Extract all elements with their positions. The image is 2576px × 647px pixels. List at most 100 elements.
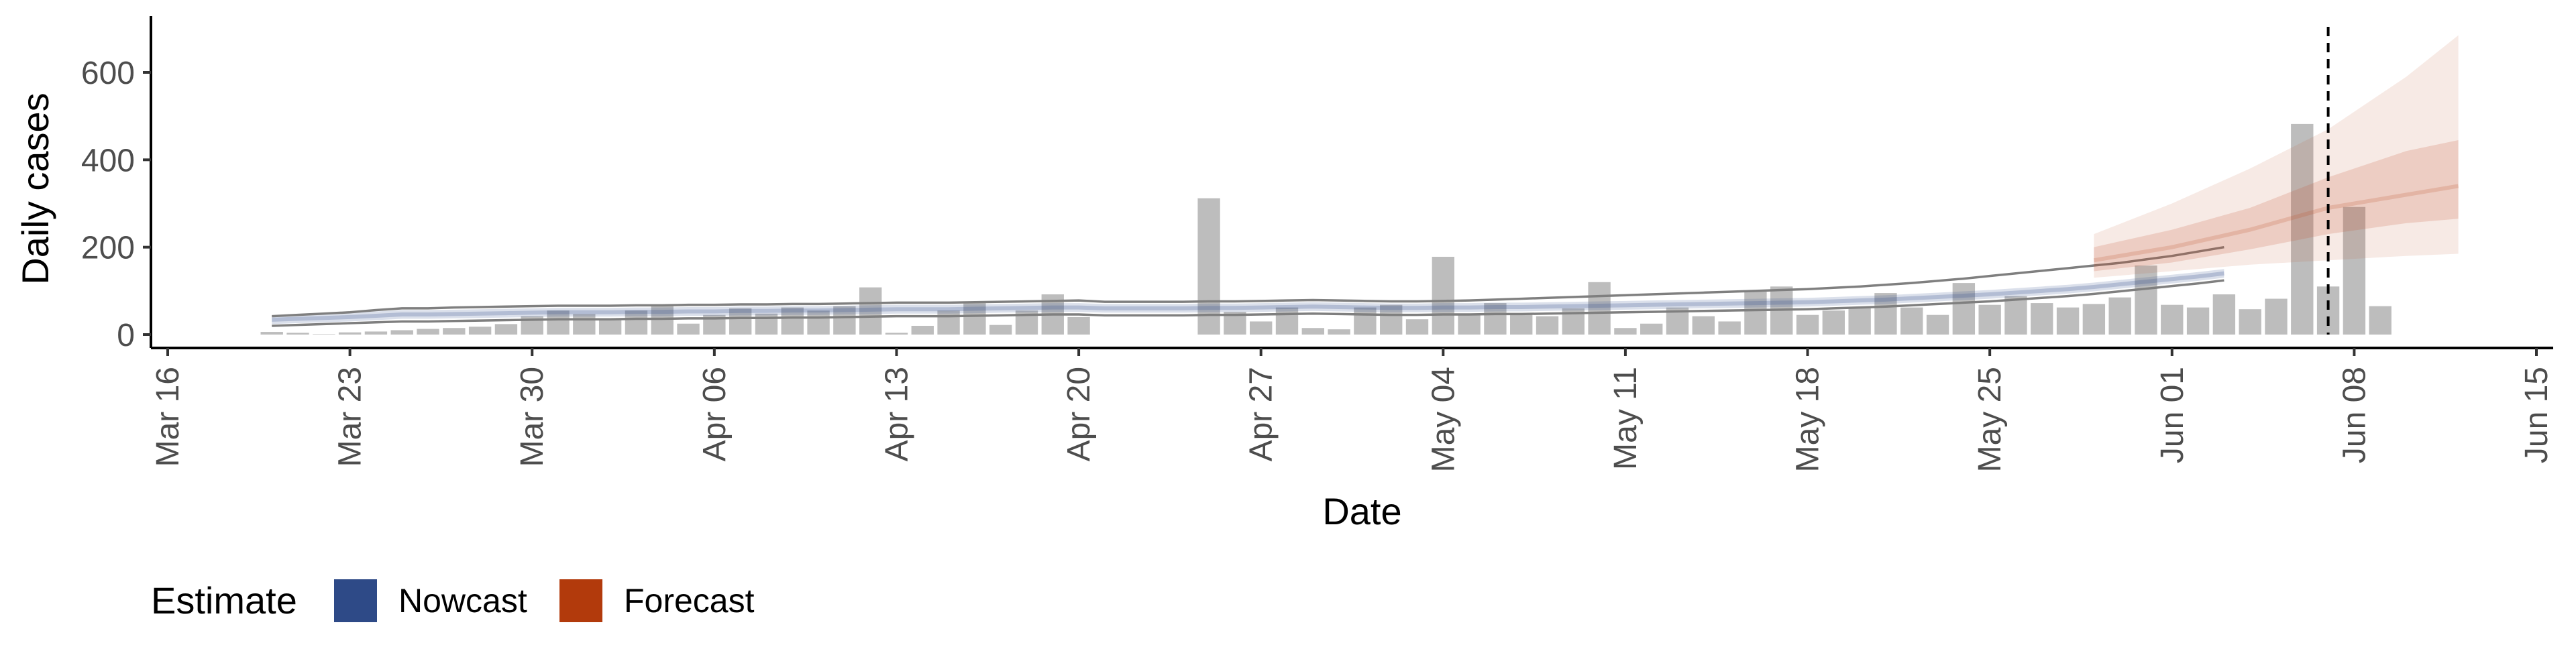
- case-bar: [1250, 321, 1273, 335]
- x-tick-label: Apr 27: [1244, 367, 1279, 461]
- case-bar: [1328, 329, 1350, 335]
- case-bar: [1458, 314, 1481, 335]
- case-bar: [494, 324, 518, 335]
- legend-title: Estimate: [151, 579, 297, 622]
- case-bar: [2186, 307, 2210, 335]
- case-bar: [1588, 282, 1611, 335]
- interval-lower-line: [272, 279, 2224, 327]
- forecast-band-50: [2094, 140, 2459, 272]
- case-bar: [1718, 321, 1741, 335]
- case-bar: [1197, 198, 1220, 335]
- nowcast-median-line: [272, 271, 2224, 322]
- case-bar: [1848, 307, 1871, 335]
- case-bar: [364, 331, 388, 335]
- case-bar: [1978, 304, 2001, 335]
- case-bar: [1380, 304, 1403, 335]
- case-bar: [1432, 257, 1454, 335]
- axes-layer: 0 200 400 600 Mar 16 Mar 23 Mar 30 Apr 06 Apr 13…: [14, 16, 2555, 532]
- case-bar: [1744, 292, 1767, 335]
- case-bar: [2031, 303, 2053, 335]
- case-bar: [443, 328, 466, 335]
- case-bar: [2082, 304, 2106, 335]
- case-bar: [1301, 328, 1324, 335]
- case-bar: [2161, 304, 2184, 335]
- case-bar: [729, 308, 752, 335]
- case-bar: [2265, 298, 2288, 335]
- y-tick-label: 0: [117, 318, 135, 353]
- interval-upper-line: [272, 245, 2224, 318]
- legend-label: Nowcast: [398, 582, 527, 620]
- case-bar: [781, 307, 804, 335]
- case-bar: [989, 325, 1012, 335]
- case-bar: [1405, 319, 1429, 335]
- case-bar: [625, 310, 648, 335]
- legend-label: Forecast: [624, 582, 755, 620]
- x-tick-label: May 11: [1608, 367, 1644, 470]
- case-bar: [1822, 310, 1845, 335]
- case-bar: [313, 334, 335, 335]
- y-tick-label: 400: [81, 143, 135, 178]
- x-tick-label: Jun 15: [2519, 367, 2555, 463]
- y-tick-label: 200: [81, 231, 135, 266]
- case-bar: [2239, 309, 2261, 335]
- bands-layer: [272, 27, 2459, 335]
- case-bar: [1614, 328, 1637, 335]
- case-bar: [1640, 323, 1663, 335]
- case-bar: [885, 333, 908, 335]
- y-tick-label: 600: [81, 56, 135, 91]
- case-bar: [2004, 296, 2027, 335]
- case-bar: [1067, 316, 1090, 335]
- case-bar: [1900, 307, 1923, 335]
- x-tick-label: Mar 16: [150, 367, 186, 467]
- case-bar: [468, 327, 492, 335]
- case-bar: [1484, 303, 1507, 335]
- forecast-median-line: [2093, 184, 2459, 263]
- x-tick-label: Mar 23: [333, 367, 368, 467]
- x-tick-label: Apr 06: [697, 367, 733, 461]
- case-bar: [417, 329, 439, 335]
- case-bar: [1952, 283, 1976, 335]
- x-tick-label: Jun 08: [2337, 367, 2372, 463]
- case-bar: [937, 310, 960, 335]
- case-bar: [2291, 123, 2314, 335]
- x-tick-label: May 04: [1426, 367, 1461, 472]
- case-bar: [1510, 313, 1533, 335]
- case-bar: [260, 332, 283, 335]
- case-bar: [1354, 307, 1377, 335]
- case-bar: [1926, 314, 1949, 335]
- case-bar: [859, 287, 882, 335]
- nowcast-band-90: [272, 269, 2224, 325]
- case-bar: [390, 330, 413, 335]
- x-tick-label: May 18: [1790, 367, 1826, 472]
- case-bar: [2135, 266, 2157, 335]
- case-bar: [911, 325, 934, 335]
- case-bar: [547, 310, 570, 335]
- case-bar: [2056, 307, 2080, 335]
- y-axis-title: Daily cases: [14, 93, 56, 284]
- case-bar: [833, 306, 856, 335]
- forecast-band-90: [2094, 35, 2459, 278]
- case-bar: [1692, 316, 1715, 335]
- x-tick-label: Apr 13: [879, 367, 914, 461]
- x-tick-label: Mar 30: [515, 367, 550, 467]
- case-bar: [963, 303, 986, 335]
- legend-swatch: [559, 579, 602, 622]
- case-bar: [1275, 307, 1299, 335]
- x-tick-label: May 25: [1972, 367, 2008, 472]
- case-bar: [338, 332, 362, 335]
- x-tick-label: Apr 20: [1061, 367, 1097, 461]
- bars-layer: [260, 123, 2392, 335]
- legend-layer: Estimate Nowcast Forecast: [151, 579, 755, 622]
- case-bar: [2108, 297, 2131, 335]
- case-bar: [807, 310, 830, 335]
- case-bar: [1536, 316, 1559, 335]
- case-bar: [2316, 286, 2340, 335]
- legend-swatch: [334, 579, 377, 622]
- case-bar: [2369, 306, 2392, 335]
- case-bar: [1796, 314, 1819, 335]
- case-bar: [2343, 207, 2366, 335]
- x-axis-title: Date: [1322, 490, 1401, 532]
- case-bar: [286, 333, 309, 335]
